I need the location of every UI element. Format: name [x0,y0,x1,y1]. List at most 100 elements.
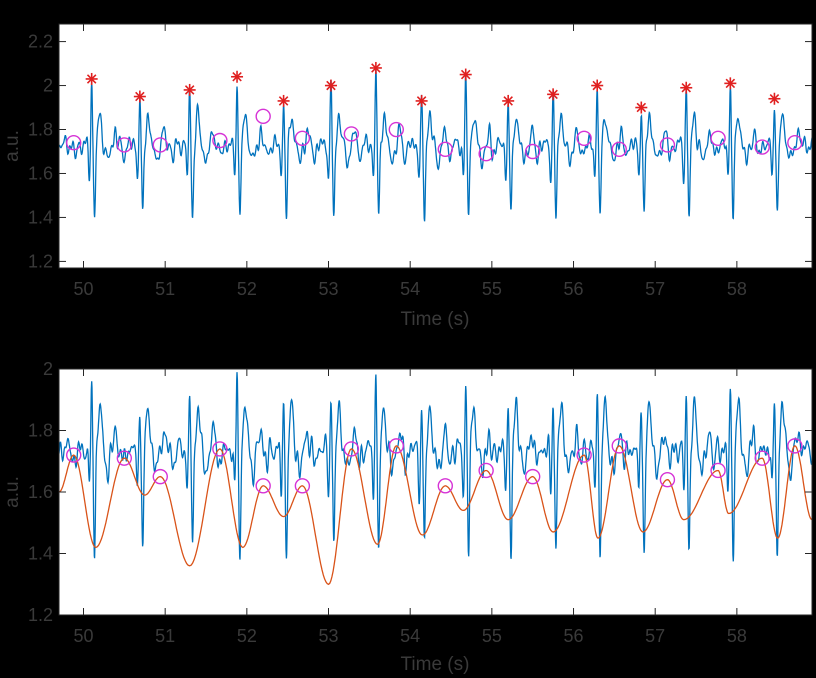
y-tick-label: 1.4 [28,207,53,227]
bottom-plot-content [59,372,812,586]
x-tick-label: 55 [482,626,502,646]
circle-marker [66,135,82,151]
circle-marker [66,447,82,463]
circle-marker [152,137,168,153]
x-tick-label: 50 [73,626,93,646]
circle-marker [294,130,311,147]
x-tick-label: 54 [400,626,420,646]
peak-marker [502,94,515,107]
peak-marker-stroke [416,96,427,106]
x-tick-label: 57 [645,279,665,299]
circle-marker [787,135,803,151]
x-tick-label: 53 [318,279,338,299]
peak-marker-stroke [725,78,736,89]
bottom-envelope-line [59,445,812,586]
y-tick-label: 1.6 [28,163,53,183]
circle-marker [437,478,454,494]
bottom-plot-area [59,369,812,615]
circle-marker [116,137,133,153]
y-tick-label: 2 [43,76,53,96]
circle-marker [294,478,311,494]
top-signal-line [59,68,812,222]
circle-marker [388,121,404,138]
circle-marker [576,130,592,147]
circle-marker [212,132,228,149]
y-tick-label: 1.6 [28,482,53,502]
y-tick-label: 1.8 [28,120,53,140]
circle-marker [437,141,454,157]
peak-marker [369,61,382,74]
peak-marker-stroke [592,80,602,91]
circle-marker [524,143,541,160]
peak-marker [635,101,648,114]
peak-marker [183,83,196,96]
circle-marker [754,450,770,466]
peak-marker-stroke [636,102,647,113]
circle-marker [611,141,627,157]
peak-marker [459,68,472,81]
peak-marker-stroke [135,91,145,102]
peak-marker [680,81,693,94]
peak-marker-stroke [460,69,471,80]
circle-marker [212,441,228,457]
top-axes-frame [58,23,813,269]
x-tick-label: 56 [564,626,584,646]
peak-marker-stroke [371,63,381,73]
peak-marker-stroke [232,71,242,82]
x-tick-label: 52 [237,626,257,646]
bottom-signal-line [59,372,812,562]
y-tick-label: 1.8 [28,421,53,441]
x-tick-label: 58 [727,279,747,299]
peak-marker-stroke [86,74,97,84]
top-axes: Time (s) a.u. 50 51 52 53 54 55 56 57 58 1.2 1.4 1.… [2,23,813,330]
peak-marker [133,90,146,103]
peak-marker-stroke [278,96,289,106]
peak-marker [547,88,560,101]
y-tick-label: 2.2 [28,32,53,52]
peak-marker-stroke [326,80,336,91]
peak-marker-stroke [681,82,691,93]
peak-marker [231,70,244,83]
circle-marker [659,472,676,488]
circle-marker [478,462,494,479]
x-tick-label: 51 [155,279,175,299]
x-tick-label: 51 [155,626,175,646]
x-tick-label: 56 [564,279,584,299]
y-tick-label: 1.4 [28,544,53,564]
peak-marker [85,72,98,85]
circle-marker [116,450,133,466]
y-tick-label: 1.2 [28,251,53,271]
peak-marker [415,94,428,107]
circle-marker [478,145,494,162]
bottom-axes-frame [58,368,813,616]
peak-marker [724,77,737,90]
y-tick-label: 1.2 [28,605,53,625]
x-tick-label: 55 [482,279,502,299]
circle-marker [659,137,676,153]
top-plot-content [59,61,812,222]
peak-marker [591,79,604,92]
circle-marker [388,438,404,454]
peak-marker [324,79,337,92]
circle-marker [343,126,360,142]
peak-marker [277,94,290,107]
peak-marker-stroke [184,85,195,95]
circle-marker [524,468,541,485]
circle-marker [255,108,271,125]
circle-marker [152,468,168,485]
circle-marker [343,441,360,457]
peak-marker-stroke [503,96,513,106]
x-tick-label: 53 [318,626,338,646]
circle-marker [787,438,803,454]
circle-marker [576,447,592,463]
circle-marker [611,438,627,454]
peak-marker [768,92,781,105]
x-tick-label: 54 [400,279,420,299]
circle-marker [255,478,271,494]
y-tick-label: 2 [43,359,53,379]
x-tick-label: 52 [237,279,257,299]
x-tick-label: 58 [727,626,747,646]
peak-marker-stroke [548,89,558,100]
top-ylabel: a.u. [2,130,23,162]
